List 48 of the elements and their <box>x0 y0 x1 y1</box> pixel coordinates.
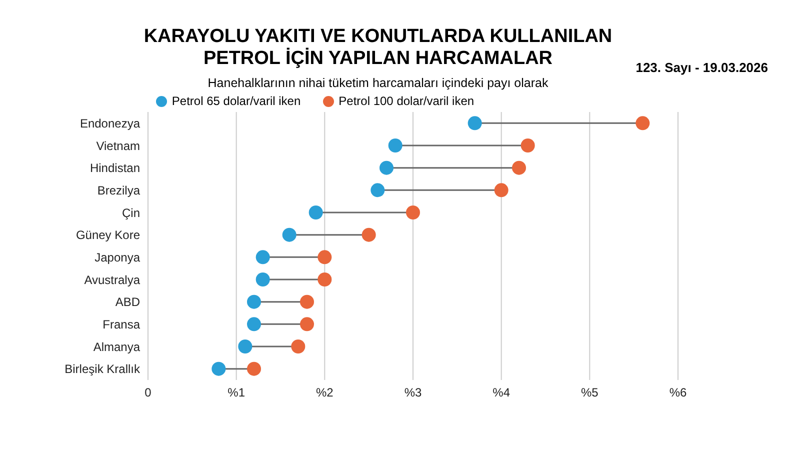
point <box>494 183 508 198</box>
point <box>247 294 261 309</box>
point <box>520 138 535 152</box>
point <box>238 340 252 354</box>
y-tick-label: Endonezya <box>80 116 140 130</box>
point <box>512 160 526 175</box>
text: 123. Sayı - 19.03.2026 <box>636 60 768 75</box>
y-tick-label: Avustralya <box>84 272 140 287</box>
point <box>318 272 332 286</box>
y-tick-label: Çin <box>122 206 140 220</box>
point <box>212 362 226 376</box>
y-tick-label: Vietnam <box>96 138 140 153</box>
y-tick-label: ABD <box>115 295 140 310</box>
legend-label: Petrol 65 dolar/varil iken <box>170 94 301 108</box>
y-tick-label: Almanya <box>93 340 140 354</box>
point <box>247 317 261 332</box>
point <box>256 250 270 264</box>
y-tick-label: Brezilya <box>97 183 140 198</box>
y-tick-label: Fransa <box>102 317 140 332</box>
x-tick-label: %3 <box>404 386 422 400</box>
y-tick-label: Birleşik Krallık <box>64 362 141 376</box>
x-tick-label: %1 <box>228 386 246 400</box>
point <box>388 138 402 152</box>
point <box>468 116 482 130</box>
point <box>370 183 385 198</box>
point <box>406 206 420 220</box>
x-tick-label: %4 <box>492 386 510 400</box>
y-tick-label: Hindistan <box>90 161 140 176</box>
point <box>247 362 261 376</box>
chart-title: KARAYOLU YAKITI VE KONUTLARDA KULLANILAN PETROL İÇİN YAPILAN HARCAMALAR <box>144 26 612 69</box>
y-tick-label: Güney Kore <box>76 228 140 242</box>
point <box>636 116 650 130</box>
chart-subtitle: Hanehalklarının nihai tüketim harcamaları içindeki payı olarak <box>206 76 550 90</box>
x-tick-label: %5 <box>580 386 599 400</box>
legend-label: Petrol 100 dolar/varil iken <box>338 94 474 108</box>
point <box>318 250 332 264</box>
x-tick-label: %6 <box>669 386 687 400</box>
point <box>362 228 376 242</box>
y-tick-label: Japonya <box>94 250 140 264</box>
x-tick-label: %2 <box>316 386 334 400</box>
point <box>300 294 314 309</box>
point <box>291 340 306 354</box>
point <box>308 206 323 220</box>
x-tick-label: 0 <box>144 386 152 400</box>
point <box>380 160 394 175</box>
point <box>282 228 296 242</box>
point <box>256 272 270 286</box>
point <box>300 317 314 332</box>
